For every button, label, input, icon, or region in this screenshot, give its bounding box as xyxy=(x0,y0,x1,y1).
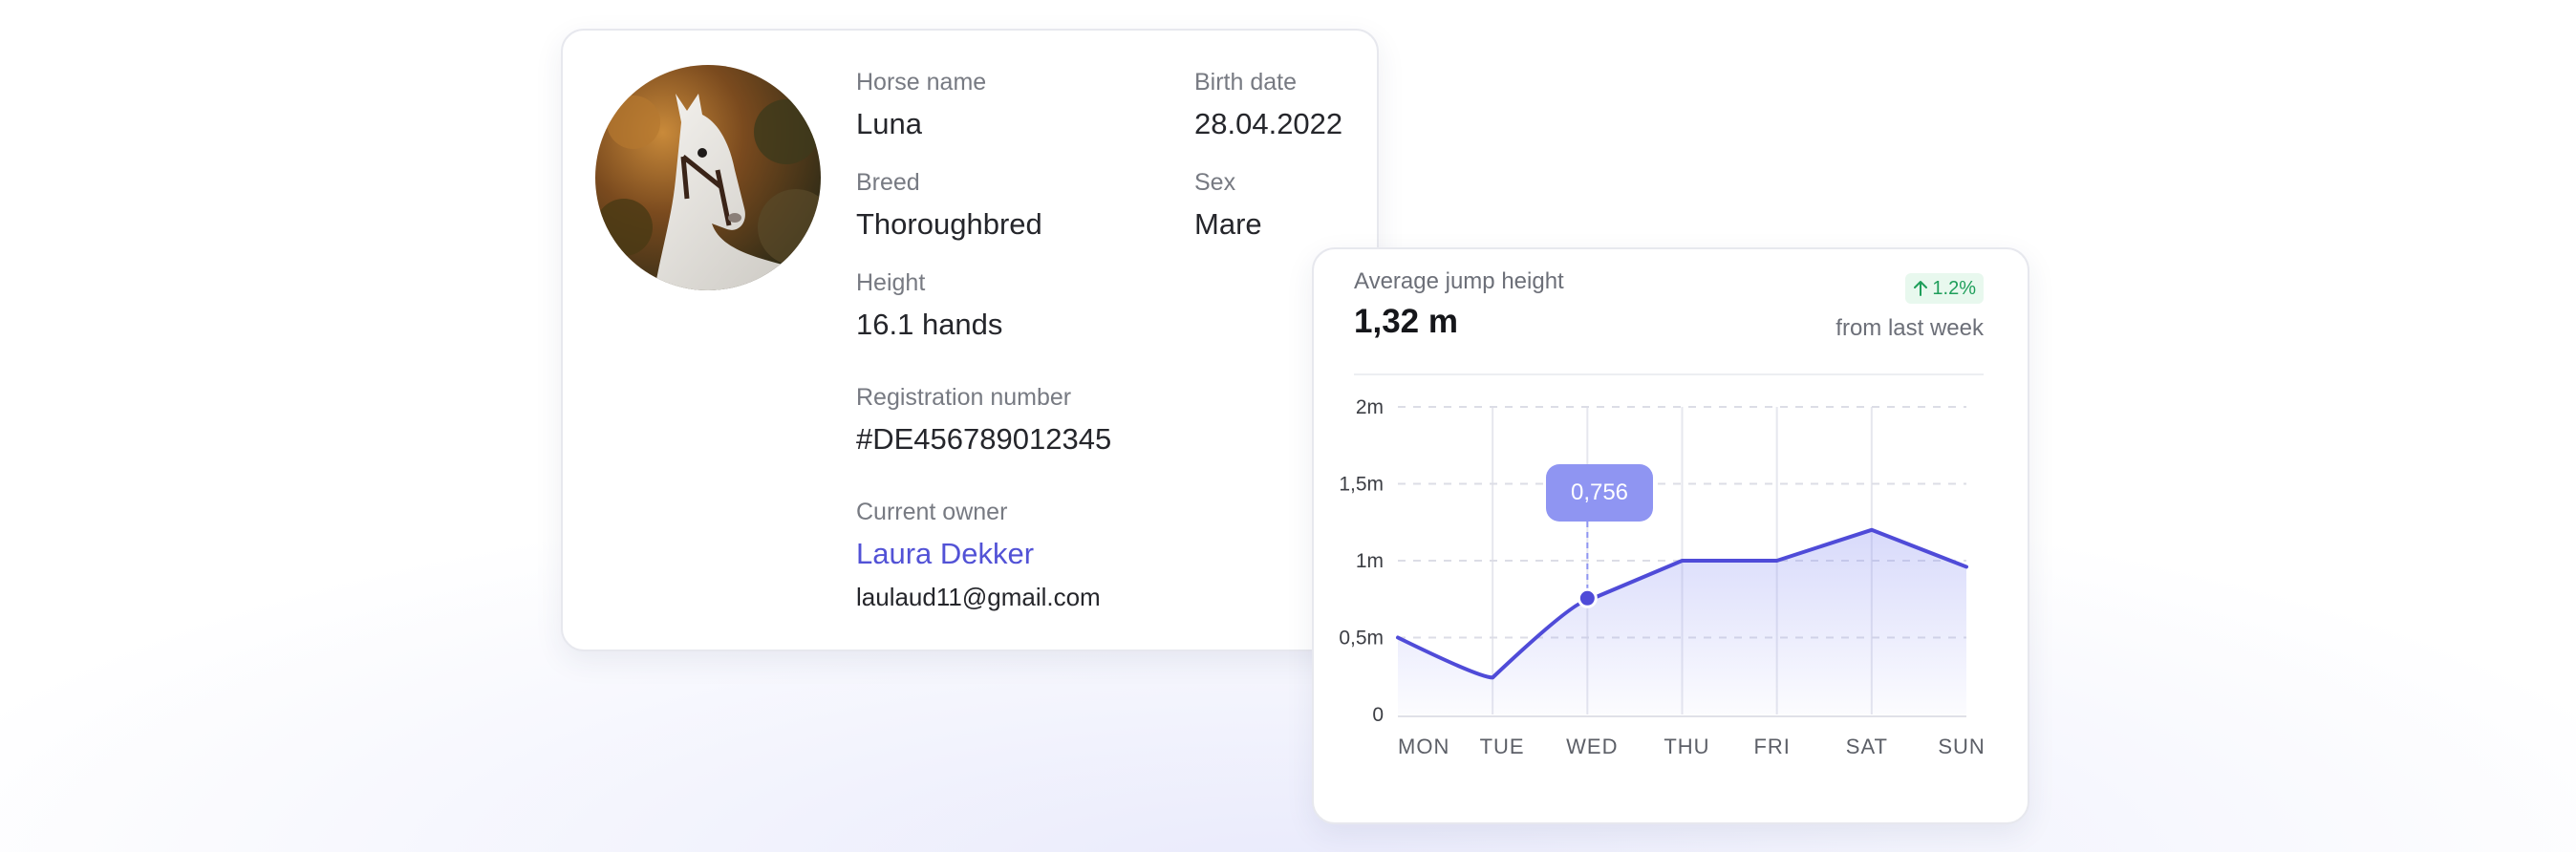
chart-divider xyxy=(1354,373,1984,375)
highlight-point xyxy=(1577,587,1598,608)
arrow-up-icon xyxy=(1914,281,1928,296)
horse-profile-card: Horse name Luna Birth date 28.04.2022 Br… xyxy=(561,29,1379,651)
x-tick-label: SUN xyxy=(1938,735,1985,758)
change-percent: 1.2% xyxy=(1932,277,1976,299)
registration-number-value: #DE456789012345 xyxy=(856,422,1112,456)
x-tick-label: TUE xyxy=(1480,735,1525,758)
x-tick-label: FRI xyxy=(1753,735,1790,758)
jump-height-chart: 0 0,5m 1m 1,5m 2m MON TUE WED THU FRI SAT SUN xyxy=(1339,396,1985,758)
height-label: Height xyxy=(856,269,926,296)
horse-name-value: Luna xyxy=(856,107,922,140)
y-tick-label: 0,5m xyxy=(1339,628,1384,650)
jump-height-chart-card: 0 0,5m 1m 1,5m 2m MON TUE WED THU FRI SAT SUN Avera… xyxy=(1312,247,2029,824)
birth-date-value: 28.04.2022 xyxy=(1194,107,1343,140)
birth-date-label: Birth date xyxy=(1194,69,1298,96)
horse-photo-image xyxy=(595,65,821,290)
y-tick-label: 2m xyxy=(1356,396,1384,418)
owner-email: laulaud11@gmail.com xyxy=(856,583,1101,611)
y-tick-label: 1,5m xyxy=(1339,474,1384,496)
horse-name-label: Horse name xyxy=(856,69,987,96)
average-jump-value: 1,32 m xyxy=(1354,303,1458,340)
current-owner-label: Current owner xyxy=(856,499,1008,525)
x-tick-label: WED xyxy=(1566,735,1618,758)
height-value: 16.1 hands xyxy=(856,308,1003,341)
registration-number-label: Registration number xyxy=(856,384,1072,411)
chart-area-fill xyxy=(1398,529,1966,714)
sex-label: Sex xyxy=(1194,169,1236,196)
owner-name-link[interactable]: Laura Dekker xyxy=(856,537,1035,570)
chart-title: Average jump height xyxy=(1354,268,1564,294)
y-tick-label: 1m xyxy=(1356,550,1384,572)
x-tick-label: SAT xyxy=(1846,735,1888,758)
x-tick-label: MON xyxy=(1398,735,1449,758)
x-tick-label: THU xyxy=(1664,735,1709,758)
chart-tooltip: 0,756 xyxy=(1546,464,1653,522)
breed-value: Thoroughbred xyxy=(856,207,1042,241)
y-tick-label: 0 xyxy=(1372,704,1384,726)
breed-label: Breed xyxy=(856,169,920,196)
sex-value: Mare xyxy=(1194,207,1262,241)
horse-avatar xyxy=(595,65,821,290)
change-caption: from last week xyxy=(1835,315,1984,341)
change-badge: 1.2% xyxy=(1905,273,1984,304)
